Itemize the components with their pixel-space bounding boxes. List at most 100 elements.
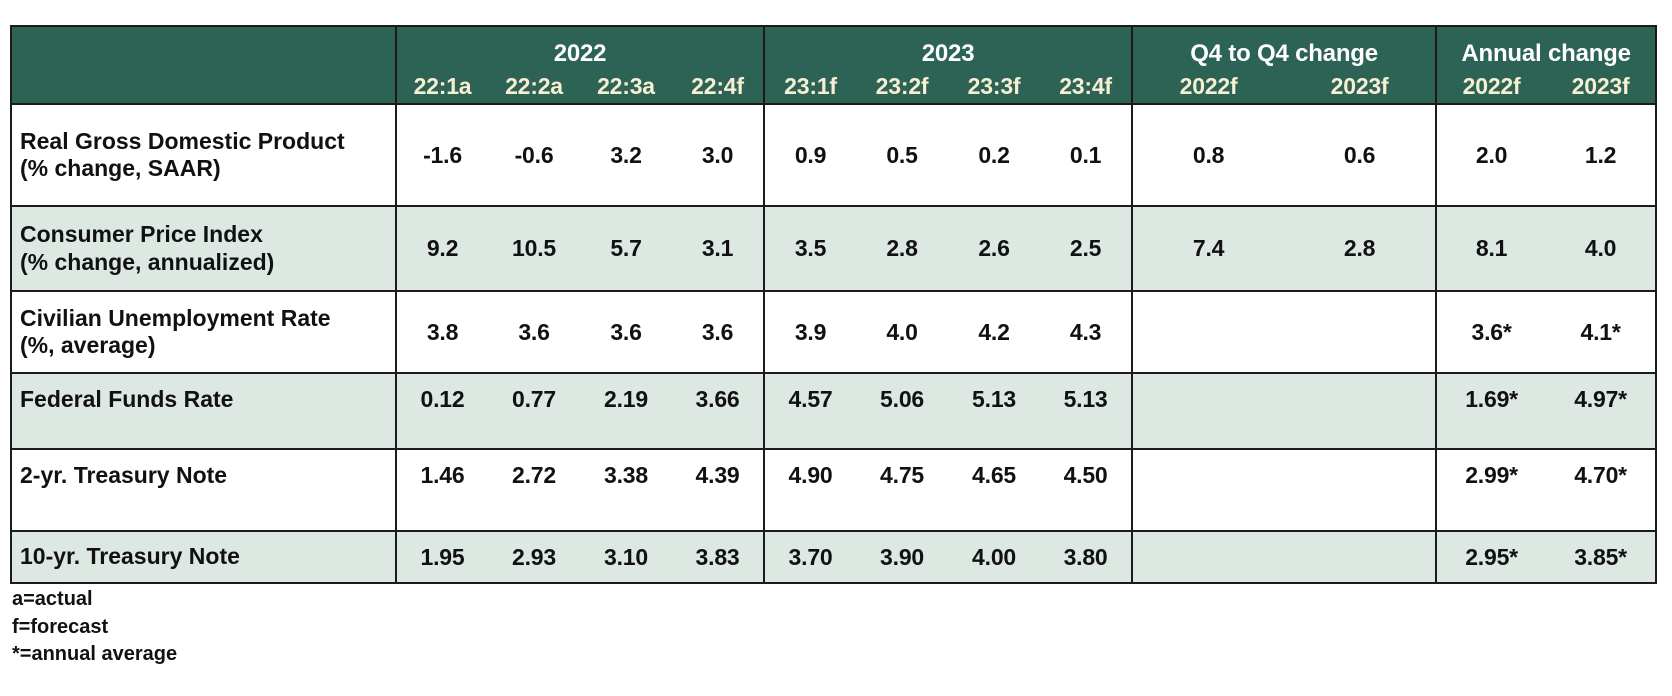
value-cell: 2.6 — [978, 235, 1010, 261]
value-cell — [1284, 291, 1436, 373]
value-cell: 1.2 — [1584, 141, 1617, 168]
value-cell: 0.6 — [1343, 141, 1376, 168]
value-cell — [1131, 449, 1285, 531]
group-header-row: 2022 2023 Q4 to Q4 change Annual change — [11, 26, 1657, 104]
value-cell: 3.80 — [1063, 543, 1108, 570]
column-header: 2023f — [1284, 70, 1437, 104]
value-cell: 2.8 — [886, 235, 918, 261]
column-header: 23:1f — [763, 70, 857, 104]
value-cell: 0.1 — [1069, 141, 1102, 168]
value-cell — [1131, 531, 1285, 583]
table-row: Federal Funds Rate 0.12 0.77 2.19 3.66 4.57 5.… — [11, 373, 1657, 449]
value-cell: 3.66 — [695, 386, 740, 412]
value-cell: 5.13 — [1063, 386, 1108, 412]
corner-cell — [11, 26, 396, 104]
value-cell: 4.97* — [1574, 386, 1627, 412]
group-header-2023: 2023 — [763, 26, 1133, 70]
value-cell: 1.95 — [395, 531, 488, 583]
indicator-unit: (% change, SAAR) — [20, 155, 221, 181]
footnote-forecast: f=forecast — [12, 615, 109, 638]
footnote-actual: a=actual — [12, 588, 93, 610]
indicator-unit: (%, average) — [20, 332, 156, 358]
table-row: Real Gross Domestic Product (% change, SA… — [11, 104, 1657, 206]
row-label: 10-yr. Treasury Note — [11, 531, 396, 583]
indicator-name: Civilian Unemployment Rate — [20, 304, 331, 331]
column-header: 22:1a — [395, 70, 488, 104]
value-cell: 4.3 — [1069, 318, 1102, 345]
value-cell: 2.5 — [1069, 235, 1102, 261]
value-cell: 4.90 — [763, 449, 857, 531]
group-header-2022: 2022 — [394, 26, 765, 70]
table-row: 10-yr. Treasury Note 1.95 2.93 3.10 3.83 3.70… — [11, 531, 1657, 583]
value-cell: 4.00 — [972, 543, 1017, 570]
value-cell: 4.1* — [1580, 318, 1621, 345]
value-cell: 0.77 — [512, 386, 556, 412]
row-label: Federal Funds Rate — [11, 373, 396, 449]
value-cell: 2.19 — [604, 386, 648, 412]
value-cell: 4.39 — [695, 462, 740, 488]
value-cell — [1284, 373, 1436, 449]
group-header-q4-to-q4-change: Q4 to Q4 change — [1131, 26, 1437, 70]
value-cell: 3.5 — [763, 206, 857, 291]
value-cell: 3.0 — [701, 141, 734, 168]
value-cell: 5.7 — [610, 235, 642, 261]
value-cell: 2.8 — [1343, 235, 1376, 261]
value-cell: -1.6 — [395, 104, 488, 206]
economic-forecast-table: 2022 2023 Q4 to Q4 change Annual change … — [10, 25, 1658, 584]
value-cell: 3.9 — [763, 291, 857, 373]
value-cell: 3.6 — [701, 318, 734, 345]
table-row: Consumer Price Index (% change, annualize… — [11, 206, 1657, 291]
row-label: Civilian Unemployment Rate (%, average) — [11, 291, 396, 373]
indicator-name: Real Gross Domestic Product — [20, 127, 345, 154]
value-cell — [1284, 449, 1436, 531]
value-cell: 0.8 — [1131, 104, 1285, 206]
value-cell: 3.70 — [763, 531, 857, 583]
value-cell: 3.6 — [610, 318, 642, 345]
value-cell: 3.1 — [701, 235, 734, 261]
value-cell: 0.12 — [395, 373, 488, 449]
value-cell: 3.85* — [1574, 543, 1627, 570]
table-body: Real Gross Domestic Product (% change, SA… — [11, 104, 1657, 583]
value-cell: 4.65 — [972, 462, 1017, 488]
value-cell: 2.93 — [512, 543, 556, 570]
value-cell: 0.2 — [978, 141, 1010, 168]
value-cell: 0.9 — [763, 104, 857, 206]
row-label: Consumer Price Index (% change, annualize… — [11, 206, 396, 291]
value-cell: 10.5 — [512, 235, 556, 261]
group-header-annual-change: Annual change — [1435, 26, 1657, 70]
footnotes: a=actual f=forecast *=annual average — [12, 586, 177, 669]
column-header: 22:2a — [488, 70, 580, 104]
value-cell: 3.6* — [1435, 291, 1547, 373]
column-header: 22:4f — [672, 70, 765, 104]
row-label: 2-yr. Treasury Note — [11, 449, 396, 531]
sub-header-row: 22:1a 22:2a 22:3a 22:4f 23:1f 23:2f 23:3… — [11, 70, 1657, 104]
value-cell: 9.2 — [395, 206, 488, 291]
indicator-name: Federal Funds Rate — [20, 386, 234, 412]
column-header: 2022f — [1131, 70, 1285, 104]
value-cell: 3.38 — [604, 462, 648, 488]
value-cell: 2.0 — [1435, 104, 1547, 206]
table-row: 2-yr. Treasury Note 1.46 2.72 3.38 4.39 4.90 4… — [11, 449, 1657, 531]
footnote-annual-average: *=annual average — [12, 643, 178, 666]
column-header: 2022f — [1435, 70, 1547, 104]
value-cell: -0.6 — [514, 141, 554, 168]
row-label: Real Gross Domestic Product (% change, SA… — [11, 104, 396, 206]
value-cell: 4.0 — [1584, 235, 1617, 261]
value-cell: 5.06 — [880, 386, 925, 412]
value-cell: 2.95* — [1435, 531, 1547, 583]
column-header: 23:3f — [948, 70, 1041, 104]
column-header: 22:3a — [580, 70, 672, 104]
value-cell: 4.2 — [978, 318, 1010, 345]
value-cell: 3.90 — [880, 543, 925, 570]
value-cell: 3.83 — [695, 543, 740, 570]
indicator-name: 2-yr. Treasury Note — [20, 462, 228, 488]
value-cell: 5.13 — [972, 386, 1017, 412]
indicator-name: 10-yr. Treasury Note — [20, 543, 240, 570]
column-header: 23:2f — [856, 70, 949, 104]
value-cell: 2.72 — [512, 462, 556, 488]
value-cell: 4.70* — [1574, 462, 1627, 488]
column-header: 2023f — [1546, 70, 1657, 104]
value-cell: 4.50 — [1063, 462, 1108, 488]
value-cell: 1.69* — [1435, 373, 1547, 449]
